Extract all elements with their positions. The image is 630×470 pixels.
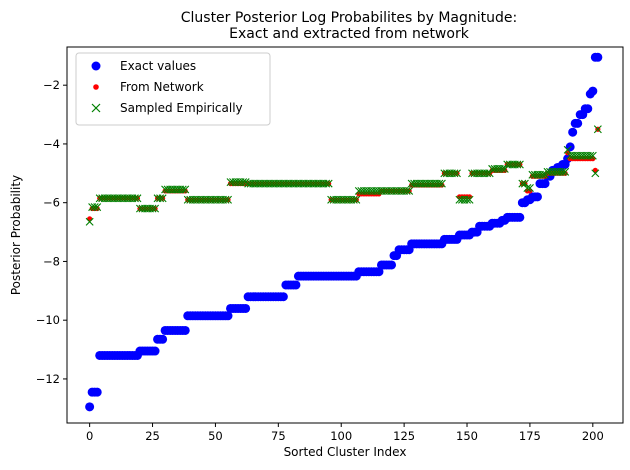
data-point-sampled bbox=[561, 167, 570, 176]
data-point-sampled bbox=[591, 169, 600, 178]
data-point-exact bbox=[515, 212, 525, 222]
data-point-exact bbox=[540, 179, 550, 189]
x-tick-label: 125 bbox=[393, 429, 415, 443]
data-point-sampled bbox=[437, 179, 446, 188]
legend-box bbox=[75, 52, 271, 126]
data-point-exact bbox=[278, 292, 288, 302]
data-point-sampled bbox=[525, 184, 534, 192]
data-point-sampled bbox=[148, 204, 157, 213]
x-tick-label: 0 bbox=[86, 429, 93, 443]
legend-marker-network bbox=[93, 84, 99, 90]
legend-label-exact: Exact values bbox=[120, 59, 196, 73]
data-point-exact bbox=[291, 280, 301, 290]
data-point-exact bbox=[573, 118, 583, 128]
data-point-exact bbox=[223, 311, 233, 321]
data-point-sampled bbox=[435, 179, 444, 188]
y-axis-label: Posterior Probability bbox=[9, 175, 23, 295]
x-tick-label: 150 bbox=[456, 429, 478, 443]
data-point-sampled bbox=[85, 217, 94, 226]
legend-label-network: From Network bbox=[120, 80, 204, 94]
data-point-sampled bbox=[151, 204, 160, 213]
series-exact-values bbox=[85, 52, 603, 412]
y-tick-label: −2 bbox=[43, 78, 60, 92]
legend: Exact values From Network Sampled Empiri… bbox=[75, 52, 271, 126]
data-point-network bbox=[562, 170, 568, 176]
x-tick-label: 200 bbox=[582, 429, 604, 443]
data-point-exact bbox=[180, 325, 190, 335]
data-point-exact bbox=[588, 86, 598, 96]
series-layer bbox=[85, 52, 603, 412]
data-point-sampled bbox=[588, 151, 597, 160]
data-point-sampled bbox=[558, 167, 567, 176]
data-point-sampled bbox=[452, 169, 461, 178]
series-sampled-empirically bbox=[85, 125, 602, 226]
data-point-sampled bbox=[402, 186, 411, 195]
legend-marker-sampled bbox=[91, 103, 101, 113]
x-tick-label: 100 bbox=[330, 429, 352, 443]
data-point-sampled bbox=[90, 203, 99, 212]
data-point-sampled bbox=[93, 203, 102, 212]
data-point-exact bbox=[583, 104, 593, 114]
legend-marker-exact bbox=[91, 61, 101, 71]
plot-frame bbox=[66, 46, 624, 424]
data-point-sampled bbox=[515, 160, 524, 169]
data-point-network bbox=[502, 167, 508, 173]
data-point-exact bbox=[593, 52, 603, 62]
data-point-sampled bbox=[178, 185, 187, 194]
data-point-sampled bbox=[241, 178, 250, 187]
data-point-exact bbox=[158, 334, 168, 344]
y-tick-label: −4 bbox=[43, 137, 60, 151]
data-point-sampled bbox=[349, 195, 358, 204]
data-point-sampled bbox=[156, 194, 165, 203]
data-point-sampled bbox=[324, 179, 333, 188]
data-point-exact bbox=[374, 267, 384, 277]
data-point-network bbox=[439, 182, 445, 188]
data-point-sampled bbox=[221, 195, 230, 204]
data-point-exact bbox=[568, 127, 578, 137]
y-tick-label: −8 bbox=[43, 254, 60, 268]
data-point-sampled bbox=[130, 194, 139, 203]
data-point-sampled bbox=[523, 184, 532, 192]
data-point-network bbox=[94, 205, 100, 212]
x-tick-label: 50 bbox=[208, 429, 223, 443]
data-point-sampled bbox=[463, 195, 472, 204]
data-point-sampled bbox=[133, 194, 142, 203]
data-point-exact bbox=[150, 346, 160, 356]
data-point-sampled bbox=[181, 185, 190, 194]
data-point-sampled bbox=[405, 186, 414, 195]
data-point-exact bbox=[241, 303, 251, 313]
plot-area bbox=[85, 52, 603, 412]
data-point-sampled bbox=[158, 194, 167, 203]
data-point-sampled bbox=[465, 195, 474, 204]
data-point-sampled bbox=[239, 178, 248, 187]
data-point-sampled bbox=[538, 170, 547, 179]
data-point-exact bbox=[85, 402, 95, 412]
y-tick-label: −12 bbox=[36, 372, 60, 386]
chart-title-line-2: Exact and extracted from network bbox=[229, 26, 470, 42]
data-point-sampled bbox=[450, 169, 459, 178]
data-point-sampled bbox=[586, 151, 595, 160]
x-axis-label: Sorted Cluster Index bbox=[284, 445, 407, 459]
data-point-exact bbox=[92, 387, 102, 397]
chart-title-line-1: Cluster Posterior Log Probabilites by Ma… bbox=[181, 10, 518, 26]
x-tick-label: 75 bbox=[271, 429, 286, 443]
data-point-sampled bbox=[352, 195, 361, 204]
x-tick-label: 175 bbox=[519, 429, 541, 443]
data-point-network bbox=[182, 188, 188, 194]
data-point-sampled bbox=[224, 195, 233, 204]
data-point-sampled bbox=[513, 160, 522, 169]
x-axis-ticks: 0 25 50 75 100 125 150 175 200 bbox=[86, 423, 604, 443]
data-point-exact bbox=[532, 192, 542, 202]
data-point-sampled bbox=[322, 179, 331, 188]
y-tick-label: −10 bbox=[36, 313, 60, 327]
y-tick-label: −6 bbox=[43, 196, 60, 210]
legend-label-sampled: Sampled Empirically bbox=[120, 101, 243, 115]
data-point-sampled bbox=[593, 125, 602, 134]
y-axis-ticks: −12 −10 −8 −6 −4 −2 bbox=[36, 78, 67, 386]
x-tick-label: 25 bbox=[145, 429, 160, 443]
data-point-exact bbox=[387, 260, 397, 270]
data-point-sampled bbox=[563, 145, 572, 154]
